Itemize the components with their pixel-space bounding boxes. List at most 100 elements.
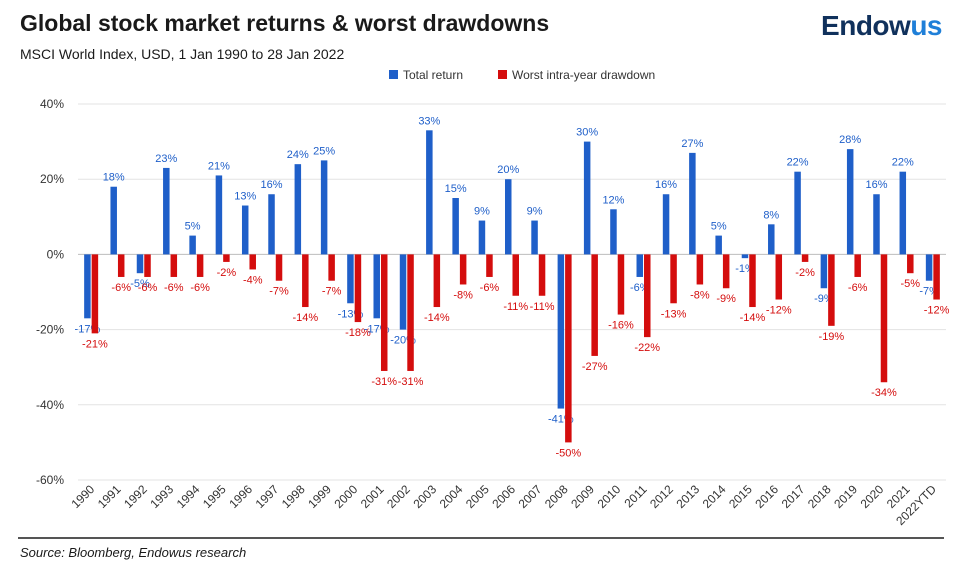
drawdown-label: -6% [138, 282, 158, 294]
total-return-label: 28% [839, 134, 861, 146]
total-return-label: 12% [602, 194, 624, 206]
drawdown-bar [407, 254, 414, 371]
total-return-label: 16% [655, 179, 677, 191]
x-tick-label: 1991 [95, 482, 124, 511]
x-tick-label: 1990 [68, 482, 97, 511]
total-return-bar [505, 179, 512, 255]
x-tick-label: 2019 [831, 482, 860, 511]
total-return-bar [531, 220, 538, 255]
x-tick-label: 1999 [305, 482, 334, 511]
total-return-bar [399, 254, 407, 330]
drawdown-label: -6% [480, 282, 500, 294]
bar-chart: 40% 20% 0% -20% -40% -60% Total return Worst in… [36, 68, 950, 528]
x-tick-label: 2011 [621, 482, 649, 510]
drawdown-bar [486, 254, 493, 277]
legend-label: Total return [403, 68, 463, 82]
x-tick-label: 2008 [542, 482, 571, 511]
total-return-bar [268, 194, 275, 255]
total-return-bar [899, 171, 907, 255]
x-tick-label: 1997 [253, 482, 282, 511]
total-return-label: 25% [313, 145, 335, 157]
total-return-label: 22% [892, 157, 914, 169]
drawdown-bar [223, 254, 230, 262]
total-return-label: -5% [130, 278, 150, 290]
total-return-bar [689, 152, 696, 255]
drawdown-label: -34% [871, 387, 897, 399]
total-return-label: 9% [474, 206, 490, 218]
drawdown-label: -6% [190, 282, 210, 294]
total-return-bar [715, 235, 722, 255]
total-return-bar [426, 130, 433, 255]
drawdown-label: -6% [164, 282, 184, 294]
total-return-bar [452, 198, 459, 255]
x-tick-label: 2005 [463, 482, 492, 511]
drawdown-bar [117, 254, 125, 277]
drawdown-bar [617, 254, 625, 315]
total-return-label: 9% [527, 206, 543, 218]
drawdown-bar [696, 254, 704, 285]
total-return-bar [610, 209, 617, 255]
drawdown-label: -27% [582, 361, 608, 373]
drawdown-label: -8% [690, 289, 710, 301]
total-return-label: 5% [185, 221, 201, 233]
x-tick-label: 2002 [384, 482, 413, 511]
total-return-label: 30% [576, 127, 598, 139]
x-tick-label: 2009 [568, 482, 597, 511]
total-return-bar [636, 254, 644, 277]
drawdown-bar [880, 254, 888, 383]
drawdown-bar [801, 254, 809, 262]
drawdown-label: -13% [661, 308, 687, 320]
drawdown-label: -12% [924, 305, 950, 317]
drawdown-label: -50% [556, 447, 582, 459]
drawdown-label: -7% [269, 286, 289, 298]
x-tick-label: 2012 [647, 482, 676, 511]
total-return-bar [478, 220, 486, 255]
drawdown-label: -11% [530, 301, 555, 313]
x-tick-label: 2003 [410, 482, 439, 511]
total-return-bar [557, 254, 565, 409]
source-note: Source: Bloomberg, Endowus research [20, 545, 247, 560]
drawdown-bar [512, 254, 519, 296]
total-return-label: 16% [261, 179, 283, 191]
x-tick-label: 2007 [516, 482, 545, 511]
total-return-bar [820, 254, 828, 289]
total-return-label: 18% [103, 172, 125, 184]
drawdown-bar [459, 254, 467, 285]
x-tick-label: 1998 [279, 482, 308, 511]
legend-swatch [389, 70, 398, 79]
total-return-label: 33% [418, 115, 440, 127]
total-return-bar [294, 164, 302, 255]
drawdown-label: -16% [608, 320, 634, 332]
x-tick-label: 2016 [752, 482, 781, 511]
chart-subtitle: MSCI World Index, USD, 1 Jan 1990 to 28 … [20, 46, 345, 62]
drawdown-bar [749, 254, 756, 308]
x-tick-label: 2015 [726, 482, 755, 511]
drawdown-bar [565, 254, 572, 443]
drawdown-bar [828, 254, 835, 326]
total-return-bar [794, 171, 801, 255]
y-tick-label: 40% [40, 97, 64, 111]
total-return-label: 16% [865, 179, 887, 191]
drawdown-bar [907, 254, 914, 274]
total-return-label: 15% [445, 183, 467, 195]
x-tick-label: 1994 [174, 482, 203, 511]
total-return-bar [846, 149, 854, 255]
total-return-bar [110, 186, 117, 255]
logo-main: Endow [821, 10, 911, 41]
drawdown-label: -19% [819, 331, 845, 343]
total-return-label: 20% [497, 164, 519, 176]
total-return-bar [241, 205, 249, 255]
x-tick-label: 1996 [226, 482, 255, 511]
drawdown-bar [170, 254, 178, 277]
endowus-logo: Endowus [821, 10, 942, 42]
footer-divider [18, 537, 944, 539]
drawdown-label: -7% [322, 286, 342, 298]
total-return-bar [215, 175, 223, 255]
total-return-label: 23% [155, 153, 177, 165]
x-tick-label: 2004 [437, 482, 466, 511]
y-tick-label: -60% [36, 473, 64, 487]
drawdown-bar [302, 254, 309, 308]
drawdown-bar [538, 254, 546, 296]
drawdown-bar [380, 254, 388, 371]
x-tick-label: 2014 [700, 482, 729, 511]
